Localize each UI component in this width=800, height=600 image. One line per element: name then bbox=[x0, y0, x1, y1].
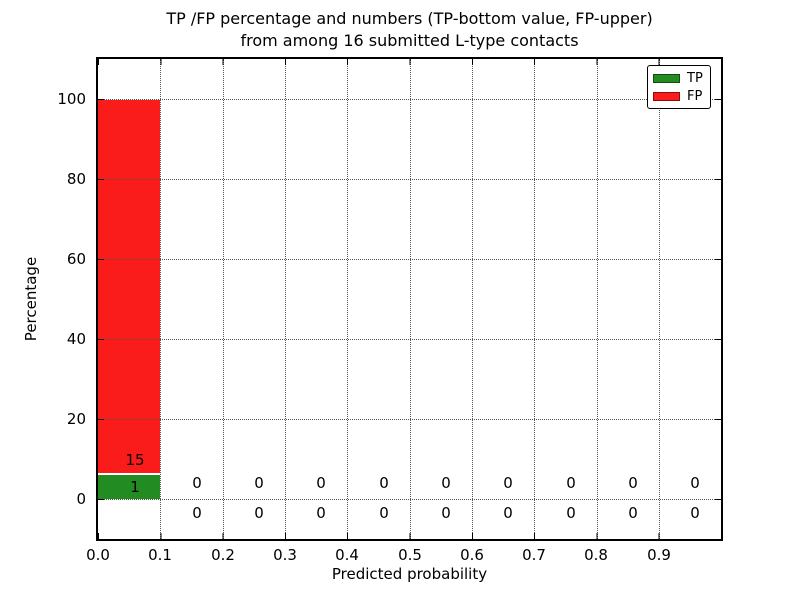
gridline-h-20 bbox=[98, 419, 721, 420]
x-tick-label: 0.6 bbox=[460, 546, 484, 564]
fp-count-label: 0 bbox=[690, 474, 700, 492]
fp-count-label: 0 bbox=[379, 474, 389, 492]
fp-count-label: 0 bbox=[192, 474, 202, 492]
fp-bar-segment bbox=[98, 100, 160, 473]
legend-item-tp: TP bbox=[653, 69, 705, 87]
y-tick-label: 40 bbox=[66, 330, 86, 348]
chart-title-line1: TP /FP percentage and numbers (TP-bottom… bbox=[166, 9, 653, 28]
fp-count-label: 15 bbox=[125, 451, 145, 469]
fp-count-label: 0 bbox=[441, 474, 451, 492]
x-tick-label: 0.3 bbox=[273, 546, 297, 564]
gridline-h-80 bbox=[98, 179, 721, 180]
fp-count-label: 0 bbox=[628, 474, 638, 492]
x-tick-label: 0.5 bbox=[398, 546, 422, 564]
tp-swatch-icon bbox=[653, 73, 680, 83]
gridline-v-0-2 bbox=[223, 59, 224, 539]
fp-count-label: 0 bbox=[566, 474, 576, 492]
gridline-v-0-5 bbox=[410, 59, 411, 539]
y-tick-label: 0 bbox=[76, 490, 86, 508]
y-tick-label: 80 bbox=[66, 170, 86, 188]
gridline-h-100 bbox=[98, 99, 721, 100]
chart-title: TP /FP percentage and numbers (TP-bottom… bbox=[96, 8, 723, 52]
gridline-h-60 bbox=[98, 259, 721, 260]
tp-count-label: 0 bbox=[192, 504, 202, 522]
x-tick-label: 0.9 bbox=[647, 546, 671, 564]
fp-swatch-icon bbox=[653, 91, 680, 101]
x-tick-marks-bottom bbox=[98, 533, 721, 539]
gridline-v-0-1 bbox=[160, 59, 161, 539]
fp-count-label: 0 bbox=[503, 474, 513, 492]
gridline-v-0-8 bbox=[597, 59, 598, 539]
x-tick-label: 0.2 bbox=[211, 546, 235, 564]
y-tick-label: 20 bbox=[66, 410, 86, 428]
legend-item-fp: FP bbox=[653, 87, 705, 105]
tp-count-label: 0 bbox=[503, 504, 513, 522]
fp-count-label: 0 bbox=[316, 474, 326, 492]
x-tick-label: 0.1 bbox=[148, 546, 172, 564]
y-tick-label: 60 bbox=[66, 250, 86, 268]
gridline-v-0-6 bbox=[472, 59, 473, 539]
gridline-h-0 bbox=[98, 499, 721, 500]
legend-label-fp: FP bbox=[687, 88, 703, 104]
y-tick-marks-left bbox=[98, 99, 104, 500]
x-tick-label: 0.7 bbox=[522, 546, 546, 564]
legend: TP FP bbox=[647, 65, 711, 109]
y-tick-label: 100 bbox=[57, 90, 86, 108]
tp-count-label: 0 bbox=[566, 504, 576, 522]
gridline-v-0-9 bbox=[659, 59, 660, 539]
tp-bar-segment bbox=[98, 475, 160, 499]
tp-count-label: 0 bbox=[441, 504, 451, 522]
tp-count-label: 1 bbox=[130, 478, 140, 496]
x-axis-label: Predicted probability bbox=[331, 565, 488, 583]
tp-count-label: 0 bbox=[628, 504, 638, 522]
gridline-v-0-7 bbox=[534, 59, 535, 539]
x-tick-marks-top bbox=[98, 59, 721, 65]
gridline-v-0-3 bbox=[285, 59, 286, 539]
x-tick-label: 0.4 bbox=[335, 546, 359, 564]
fp-count-label: 0 bbox=[254, 474, 264, 492]
legend-label-tp: TP bbox=[687, 70, 703, 86]
x-tick-label: 0.0 bbox=[86, 546, 110, 564]
y-tick-marks-right bbox=[715, 99, 721, 500]
chart-title-line2: from among 16 submitted L-type contacts bbox=[240, 31, 579, 50]
tp-count-label: 0 bbox=[254, 504, 264, 522]
gridline-v-0-4 bbox=[347, 59, 348, 539]
plot-area: 15 1 0 0 0 0 0 0 0 0 0 0 0 0 0 0 0 0 0 0… bbox=[96, 57, 723, 541]
gridline-h-40 bbox=[98, 339, 721, 340]
tp-count-label: 0 bbox=[316, 504, 326, 522]
x-tick-label: 0.8 bbox=[584, 546, 608, 564]
tp-count-label: 0 bbox=[690, 504, 700, 522]
tp-count-label: 0 bbox=[379, 504, 389, 522]
